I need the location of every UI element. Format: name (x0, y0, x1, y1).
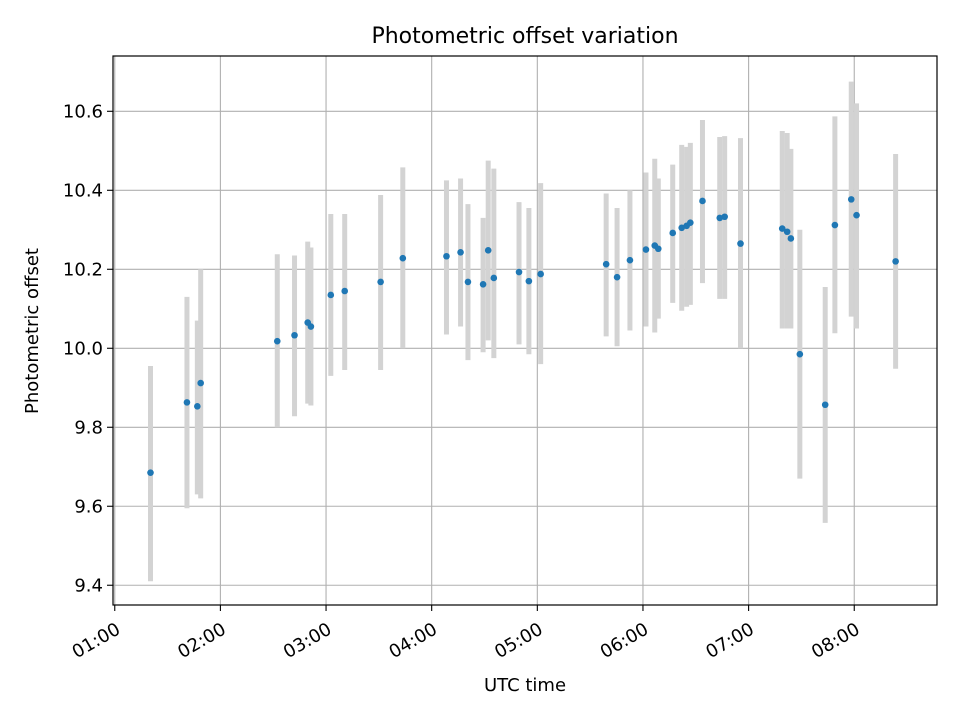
data-point (377, 278, 384, 286)
data-point (341, 287, 349, 295)
data-point (626, 256, 634, 264)
data-points (147, 196, 899, 476)
data-point (464, 278, 472, 286)
data-point (602, 260, 610, 268)
y-tick-label: 9.8 (74, 417, 103, 438)
data-point (892, 258, 899, 265)
data-point (847, 196, 855, 203)
data-point (183, 399, 191, 406)
data-point (525, 277, 533, 285)
data-point (669, 229, 677, 237)
data-point (737, 240, 744, 247)
y-tick-label: 9.4 (74, 575, 103, 596)
y-axis-ticks: 9.4 9.6 9.8 10.0 10.2 10.4 10.6 (63, 101, 113, 596)
data-point (831, 221, 839, 229)
y-tick-label: 10.2 (63, 259, 103, 280)
data-point (273, 337, 281, 345)
data-point (778, 225, 786, 232)
data-point (796, 350, 804, 358)
data-point (457, 248, 464, 256)
y-tick-label: 10.4 (63, 180, 103, 201)
y-tick-label: 10.6 (63, 101, 103, 122)
data-point (613, 273, 621, 281)
data-point (291, 331, 298, 339)
data-point (821, 401, 829, 409)
chart-title: Photometric offset variation (371, 24, 678, 49)
plot-frame (112, 55, 938, 606)
data-point (307, 323, 315, 330)
data-point (194, 403, 201, 410)
data-point (484, 247, 492, 254)
y-axis-label: Photometric offset (22, 248, 43, 414)
y-tick-label: 10.0 (63, 338, 103, 359)
x-axis-label: UTC time (484, 675, 566, 696)
data-point (787, 235, 795, 242)
data-point (327, 291, 335, 299)
data-point (479, 280, 487, 288)
data-point (537, 270, 544, 278)
data-point (721, 213, 728, 221)
data-point (399, 254, 407, 262)
data-point (642, 246, 650, 253)
data-point (783, 228, 791, 236)
y-tick-label: 9.6 (74, 496, 103, 517)
data-point (716, 214, 724, 222)
data-point (654, 245, 662, 253)
data-point (147, 469, 154, 476)
data-point (490, 274, 498, 282)
data-point (197, 379, 204, 387)
data-point (515, 268, 523, 276)
data-point (853, 211, 860, 219)
data-point (443, 252, 450, 260)
data-point (687, 219, 694, 226)
data-point (699, 197, 706, 205)
